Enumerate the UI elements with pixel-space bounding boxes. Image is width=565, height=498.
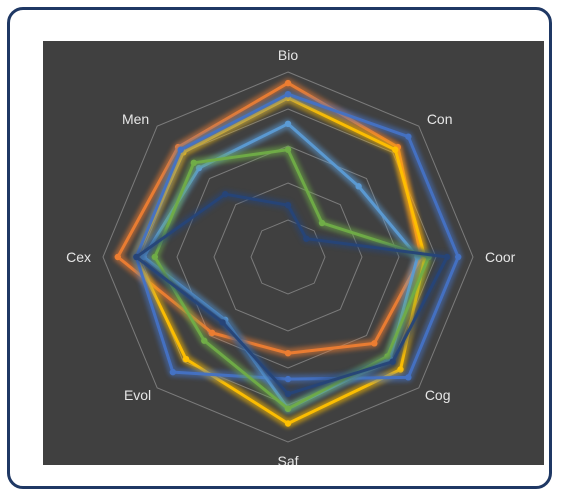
radar-series [113,78,463,428]
grid-ring-1 [250,219,326,295]
series-3-point-men [177,146,184,153]
series-6-point-bio [284,202,292,209]
axis-label-evol: Evol [124,387,151,403]
chart-area: Bio Con Coor Cog Saf Evol Cex Men [43,41,544,465]
series-5-point-saf [284,405,292,412]
grid-ring-2 [213,182,363,332]
series-3-point-con [405,133,412,140]
series-5 [150,145,434,414]
series-3 [131,89,463,384]
series-6-point-evol [219,319,226,326]
grid-ring-5 [102,71,474,443]
axis-label-saf: Saf [277,453,298,465]
series-5-point-con [318,219,326,227]
radar-labels: Bio Con Coor Cog Saf Evol Cex Men [66,47,516,465]
series-6-point-coor [443,253,451,261]
series-2-point-cog [397,366,404,373]
series-6-point-con [303,235,310,242]
series-5-point-evol [201,337,208,344]
series-1-point-cex [114,253,122,261]
series-3-point-bio [284,91,292,98]
series-5-point-men [190,159,198,167]
axis-label-con: Con [427,111,453,127]
series-2-point-saf [284,420,292,427]
series-6-point-men [222,191,229,198]
series-6-point-cex [133,253,140,261]
series-4-point-bio [284,120,292,128]
series-2-point-evol [182,355,190,363]
axis-label-men: Men [122,111,149,127]
series-5-point-bio [284,146,292,153]
axis-label-coor: Coor [485,249,516,265]
series-3-point-cog [405,374,412,381]
radar-chart: Bio Con Coor Cog Saf Evol Cex Men [66,47,516,465]
axis-label-cex: Cex [66,249,91,265]
series-4-point-con [355,183,362,190]
series-6-point-saf [284,390,292,398]
series-3-point-coor [455,253,462,261]
series-1-point-saf [284,350,292,357]
chart-frame: Bio Con Coor Cog Saf Evol Cex Men [7,7,552,489]
series-1-point-cog [371,340,378,347]
series-3-point-saf [284,375,292,383]
series-5-point-cex [151,253,158,261]
series-1-point-evol [208,329,216,337]
series-6 [131,189,452,399]
axis-label-bio: Bio [278,47,298,63]
series-6-point-cog [389,358,396,365]
series-3-point-evol [169,368,177,376]
axis-label-cog: Cog [425,387,451,403]
series-5-point-cog [384,353,391,360]
series-2-point-con [392,146,399,153]
series-1-point-bio [284,79,292,87]
